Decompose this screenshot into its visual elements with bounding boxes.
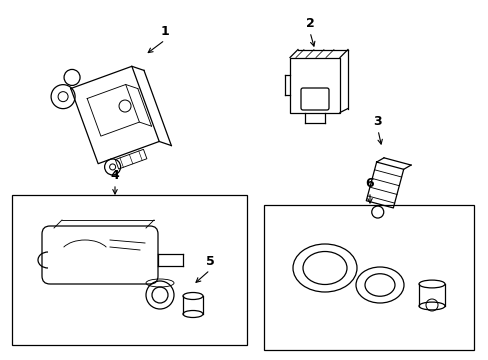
Text: 2: 2: [305, 17, 314, 30]
Text: 3: 3: [373, 115, 382, 128]
Bar: [264, 205, 473, 350]
Text: 5: 5: [205, 255, 214, 268]
Text: 4: 4: [110, 169, 119, 182]
Bar: [12, 195, 246, 345]
Text: 6: 6: [365, 177, 373, 190]
Text: 1: 1: [160, 25, 169, 38]
Bar: [289, 58, 339, 113]
